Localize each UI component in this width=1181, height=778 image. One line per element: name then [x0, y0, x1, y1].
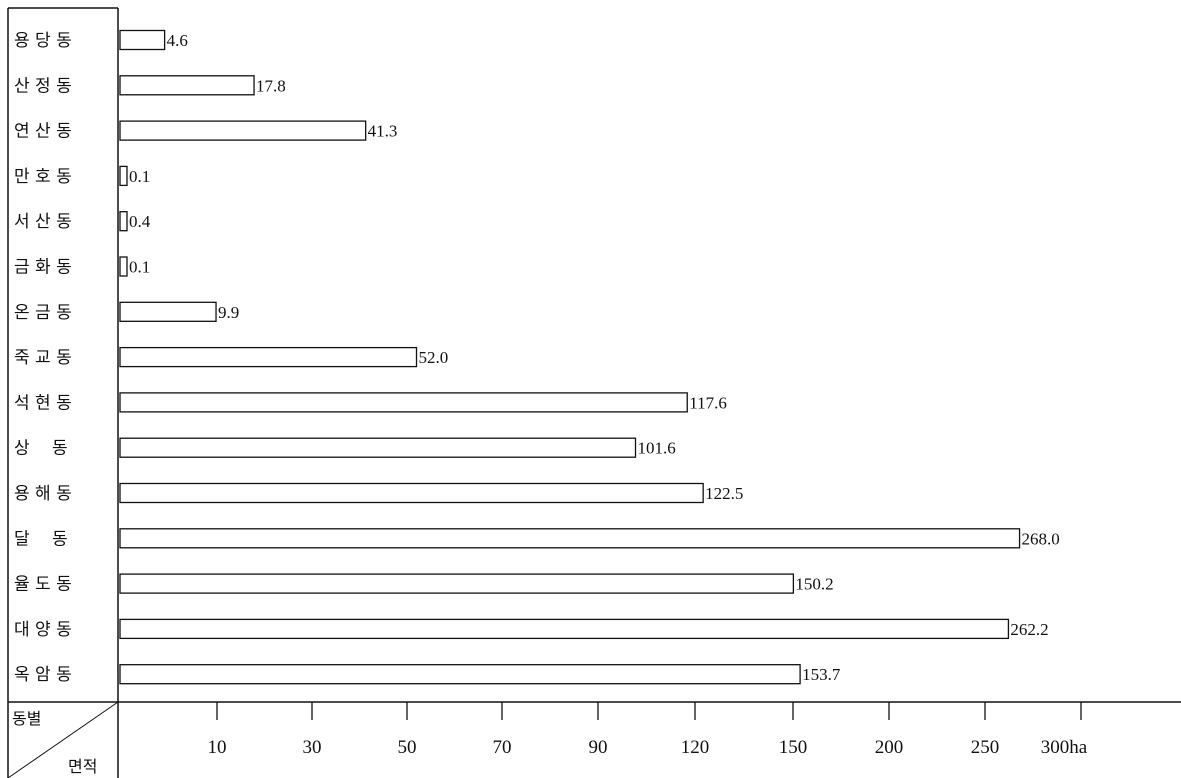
category-label: 죽 교 동	[14, 348, 72, 368]
bar	[119, 75, 255, 96]
bar	[119, 256, 128, 277]
data-label: 4.6	[167, 31, 188, 50]
category-label: 율 도 동	[14, 575, 72, 595]
bar	[119, 120, 367, 141]
tick-label: 120	[681, 737, 710, 758]
category-label: 대 양 동	[14, 620, 72, 640]
category-label: 옥 암 동	[14, 665, 72, 685]
bar	[119, 346, 418, 368]
bar	[119, 29, 166, 51]
category-label: 상 동	[14, 439, 68, 459]
data-label: 262.2	[1010, 620, 1048, 639]
category-label: 석 현 동	[14, 393, 72, 413]
header-diagonal	[7, 701, 119, 778]
category-label: 금 화 동	[14, 258, 72, 278]
bar	[119, 664, 801, 685]
tick-label: 150	[779, 737, 808, 758]
data-label: 0.1	[129, 167, 150, 186]
header-col-label: 면적	[68, 757, 97, 776]
bar	[119, 301, 217, 322]
category-label: 달 동	[14, 529, 68, 549]
tick-label: 70	[493, 737, 512, 758]
tick-label: 30	[303, 737, 322, 758]
data-label: 150.2	[795, 575, 833, 594]
category-label: 용 당 동	[14, 31, 72, 51]
data-label: 101.6	[638, 439, 676, 458]
category-label: 만 호 동	[14, 167, 72, 187]
data-label: 117.6	[689, 393, 727, 412]
data-label: 268.0	[1022, 529, 1060, 548]
data-label: 122.5	[705, 484, 743, 503]
bar	[119, 437, 637, 458]
data-label: 17.8	[256, 76, 286, 95]
bar	[119, 618, 1010, 640]
category-label: 산 정 동	[14, 76, 72, 96]
data-label: 0.1	[129, 258, 150, 277]
bar	[119, 211, 128, 232]
category-label: 연 산 동	[14, 122, 72, 142]
tick-label: 10	[208, 737, 227, 758]
bar	[119, 528, 1021, 549]
data-label: 153.7	[802, 665, 841, 684]
category-label: 서 산 동	[14, 212, 72, 232]
tick-label: 200	[875, 737, 904, 758]
data-label: 52.0	[419, 348, 449, 367]
tick-label: 90	[589, 737, 608, 758]
tick-label: 50	[398, 737, 417, 758]
data-label: 9.9	[218, 303, 239, 322]
bar	[119, 482, 704, 504]
data-label: 0.4	[129, 212, 151, 231]
bar	[119, 165, 128, 187]
bar	[119, 392, 688, 413]
category-label: 용 해 동	[14, 484, 72, 504]
header-row-label: 동별	[12, 709, 41, 728]
tick-label: 300ha	[1041, 737, 1088, 758]
tick-label: 250	[971, 737, 1000, 758]
category-label: 온 금 동	[14, 303, 72, 323]
data-label: 41.3	[368, 122, 398, 141]
bar	[119, 573, 795, 594]
